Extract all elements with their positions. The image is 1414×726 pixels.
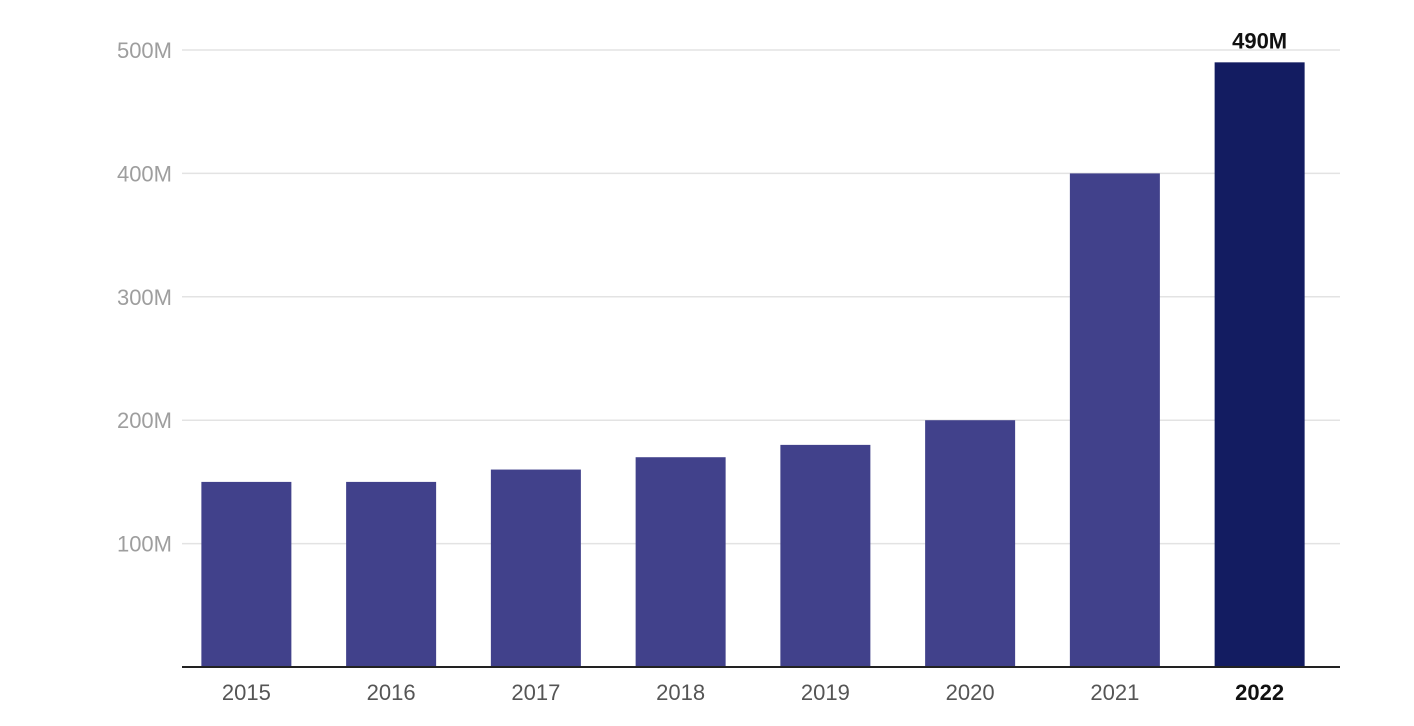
bar-2021 — [1069, 173, 1160, 667]
bar-2015 — [201, 481, 292, 667]
bar-2020 — [925, 420, 1016, 667]
y-tick-label: 200M — [117, 408, 172, 433]
x-tick-label-2019: 2019 — [801, 680, 850, 705]
bar-2016 — [346, 481, 437, 667]
bars — [201, 62, 1305, 667]
x-tick-label-2016: 2016 — [367, 680, 416, 705]
y-tick-label: 400M — [117, 161, 172, 186]
x-tick-label-2017: 2017 — [511, 680, 560, 705]
bar-2018 — [635, 457, 726, 667]
x-tick-label-2021: 2021 — [1090, 680, 1139, 705]
gridlines — [182, 49, 1340, 545]
bar-2019 — [780, 444, 871, 667]
x-axis-ticks: 2015 2016 2017 2018 2019 2020 2021 2022 — [222, 680, 1284, 705]
bar-2017 — [490, 469, 581, 667]
y-tick-label: 300M — [117, 285, 172, 310]
y-tick-label: 500M — [117, 38, 172, 63]
x-tick-label-2015: 2015 — [222, 680, 271, 705]
data-label-2022: 490M — [1232, 28, 1287, 53]
data-labels: 490M — [1232, 28, 1287, 53]
y-tick-label: 100M — [117, 532, 172, 557]
x-tick-label-2022: 2022 — [1235, 680, 1284, 705]
x-tick-label-2018: 2018 — [656, 680, 705, 705]
y-axis-ticks: 100M 200M 300M 400M 500M — [117, 38, 172, 557]
x-tick-label-2020: 2020 — [946, 680, 995, 705]
bar-2022 — [1214, 62, 1305, 667]
